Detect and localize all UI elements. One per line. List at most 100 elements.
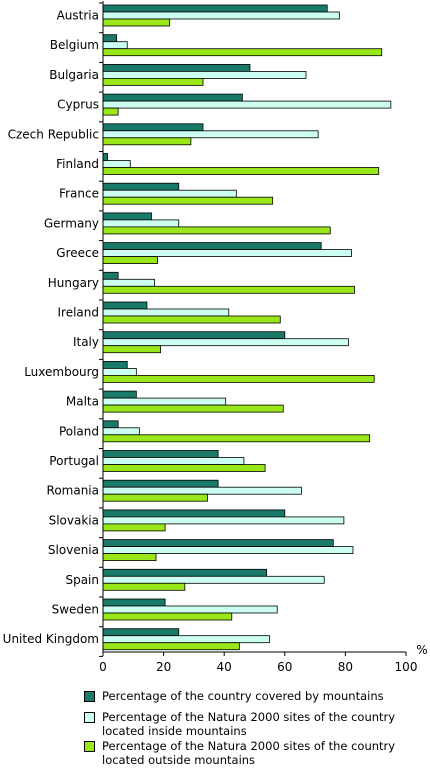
category-label: Slovenia [48, 543, 99, 557]
bar-sites-outside [102, 612, 233, 621]
bar-sites-outside [102, 374, 375, 383]
category-label: Bulgaria [49, 68, 99, 82]
bar-sites-outside [102, 464, 266, 472]
bar-sites-inside [102, 100, 392, 109]
bar-mountain-coverage [102, 301, 148, 310]
bar-sites-outside [102, 226, 331, 235]
bar-sites-outside [102, 523, 166, 532]
bar-mountain-coverage [102, 420, 119, 429]
bar-mountain-coverage [102, 628, 180, 637]
bar-sites-outside [102, 48, 383, 57]
category-label: Greece [56, 246, 99, 260]
bar-sites-outside [102, 285, 355, 294]
bar-sites-outside [102, 78, 204, 86]
category-label: Finland [56, 157, 99, 171]
bar-mountain-coverage [102, 479, 219, 488]
chart-plot: Austria Belgium Bulgaria Cyprus Czech Republ… [3, 1, 428, 674]
category-label: Belgium [50, 38, 99, 52]
category-label: Germany [44, 216, 99, 230]
bar-sites-inside [102, 427, 140, 436]
bar-sites-inside [102, 249, 352, 258]
x-tick-label: 0 [99, 660, 107, 674]
bar-sites-inside [102, 635, 271, 644]
category-label: Sweden [52, 603, 99, 617]
x-tick-label: 40 [217, 660, 232, 674]
bar-mountain-coverage [102, 242, 322, 251]
bar-sites-outside [102, 137, 192, 146]
bar-sites-inside [102, 308, 230, 317]
x-tick-label: 20 [156, 660, 171, 674]
bar-mountain-coverage [102, 4, 328, 13]
category-label: United Kingdom [3, 632, 99, 646]
bar-mountain-coverage [102, 123, 204, 132]
bar-sites-inside [102, 457, 245, 465]
bar-sites-inside [102, 367, 137, 376]
bar-sites-inside [102, 11, 340, 20]
x-tick-label: 80 [338, 660, 353, 674]
bar-sites-outside [102, 256, 158, 265]
bar-sites-outside [102, 642, 240, 651]
bar-sites-inside [102, 71, 307, 79]
legend-swatch-sites-inside [84, 712, 95, 723]
bar-sites-outside [102, 493, 208, 502]
bar-sites-inside [102, 130, 319, 139]
bar-sites-inside [102, 397, 227, 406]
bar-sites-inside [102, 41, 128, 50]
category-label: Slovakia [49, 513, 99, 527]
x-axis-unit-label: % [416, 643, 427, 657]
bar-mountain-coverage [102, 93, 243, 102]
bar-sites-outside [102, 107, 119, 116]
bar-sites-inside [102, 160, 131, 168]
bar-sites-outside [102, 345, 161, 354]
bar-sites-outside [102, 434, 371, 443]
bar-sites-inside [102, 278, 155, 287]
bar-mountain-coverage [102, 509, 286, 518]
bar-sites-outside [102, 553, 157, 561]
category-label: Czech Republic [8, 127, 99, 141]
bar-mountain-coverage [102, 331, 286, 340]
legend-item-mountain-coverage: Percentage of the country covered by mou… [84, 689, 424, 703]
legend-item-sites-inside: Percentage of the Natura 2000 sites of t… [84, 710, 424, 738]
bar-sites-outside [102, 404, 284, 413]
category-label: Poland [59, 424, 99, 438]
bar-sites-inside [102, 516, 345, 525]
legend-label-mountain-coverage: Percentage of the country covered by mou… [102, 689, 384, 703]
bar-sites-inside [102, 605, 278, 614]
x-tick-label: 60 [277, 660, 292, 674]
category-label: Portugal [49, 454, 99, 468]
bar-mountain-coverage [102, 390, 137, 399]
category-label: Ireland [57, 306, 99, 320]
bar-sites-outside [102, 167, 380, 175]
bar-mountain-coverage [102, 182, 180, 191]
bar-sites-outside [102, 582, 186, 591]
bar-sites-inside [102, 219, 180, 228]
bar-sites-inside [102, 338, 349, 347]
bar-mountain-coverage [102, 153, 108, 161]
bar-mountain-coverage [102, 450, 219, 458]
category-label: Malta [66, 395, 99, 409]
category-label: Cyprus [57, 98, 99, 112]
bar-sites-inside [102, 546, 354, 554]
x-tick-label: 100 [395, 660, 418, 674]
bar-sites-inside [102, 486, 302, 495]
bar-sites-outside [102, 18, 171, 27]
legend-swatch-sites-outside [84, 741, 95, 752]
bar-sites-inside [102, 189, 237, 198]
category-label: Spain [65, 573, 99, 587]
category-label: Luxembourg [24, 365, 99, 379]
bar-sites-outside [102, 315, 281, 324]
category-label: Hungary [48, 276, 99, 290]
bar-mountain-coverage [102, 212, 152, 221]
category-label: Italy [73, 335, 99, 349]
bar-mountain-coverage [102, 539, 334, 547]
legend-label-sites-inside: Percentage of the Natura 2000 sites of t… [102, 710, 396, 738]
bar-sites-inside [102, 575, 325, 584]
category-label: Romania [47, 484, 99, 498]
bar-mountain-coverage [102, 34, 118, 43]
bar-mountain-coverage [102, 568, 268, 577]
bar-mountain-coverage [102, 360, 128, 369]
bar-mountain-coverage [102, 271, 119, 280]
bar-sites-outside [102, 196, 274, 205]
category-label: Austria [57, 9, 99, 23]
